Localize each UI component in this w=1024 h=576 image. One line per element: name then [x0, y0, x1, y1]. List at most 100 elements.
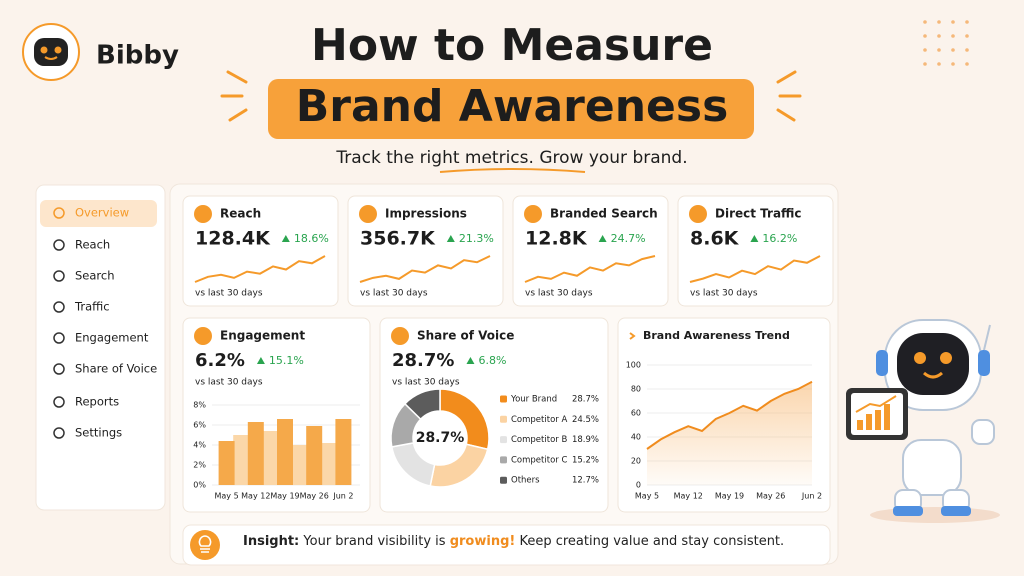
card-label: Reach — [220, 207, 261, 221]
insight-bar — [182, 524, 831, 566]
card-icon — [359, 205, 377, 223]
card-change: 24.7% — [611, 232, 646, 245]
sidebar — [35, 184, 166, 511]
card-value: 28.7% — [392, 350, 454, 371]
card-note: vs last 30 days — [525, 289, 593, 299]
card-icon — [194, 327, 212, 345]
nav-icon — [53, 301, 65, 313]
legend-swatch — [500, 476, 507, 484]
nav-item: Reports — [75, 395, 119, 409]
area — [647, 381, 812, 485]
legend-value: 18.9% — [572, 435, 599, 445]
x-tick-label: Jun 2 — [801, 492, 822, 501]
card — [379, 317, 609, 513]
subtitle: Track the right metrics. Grow your brand… — [335, 148, 687, 168]
decor-dot — [965, 48, 969, 52]
bar — [218, 441, 235, 485]
card-value: 6.2% — [195, 350, 245, 371]
donut-center: 28.7% — [416, 430, 465, 446]
legend-swatch — [500, 415, 507, 423]
title-line: How to Measure — [311, 20, 713, 71]
decor-dot — [965, 20, 969, 24]
x-tick-label: May 19 — [270, 492, 299, 501]
legend-label: Others — [511, 476, 540, 486]
nav-icon — [53, 270, 65, 282]
nav-item: Share of Voice — [75, 362, 157, 376]
card-note: vs last 30 days — [392, 378, 460, 388]
y-tick-label: 0% — [193, 481, 206, 490]
sparkline — [524, 255, 656, 283]
card-note: vs last 30 days — [690, 289, 758, 299]
decor — [220, 70, 802, 122]
x-tick-label: May 19 — [715, 492, 744, 501]
card-note: vs last 30 days — [195, 378, 263, 388]
sparkline — [689, 255, 821, 283]
nav-icon — [53, 427, 65, 439]
decor-dot — [937, 20, 941, 24]
decor-dot — [951, 62, 955, 66]
card-change: 18.6% — [294, 232, 329, 245]
card-change: 6.8% — [478, 354, 506, 367]
insight-text: Keep creating value and stay consistent. — [515, 534, 785, 549]
card-icon — [524, 205, 542, 223]
x-tick-label: May 26 — [756, 492, 785, 501]
x-tick-label: May 12 — [674, 492, 703, 501]
insight-icon — [190, 530, 220, 560]
y-tick-label: 20 — [631, 457, 641, 466]
bar — [247, 422, 264, 485]
nav-icon — [53, 363, 65, 375]
card — [182, 195, 339, 307]
up-arrow — [598, 235, 607, 242]
nav-item: Settings — [75, 426, 122, 440]
title-line: Brand Awareness — [296, 81, 729, 132]
y-tick-label: 8% — [193, 401, 206, 410]
donut-slice — [403, 388, 441, 421]
x-tick-label: Jun 2 — [332, 492, 353, 501]
card-icon — [194, 205, 212, 223]
card-label: Engagement — [220, 329, 305, 343]
line — [646, 380, 813, 450]
nav-icon — [53, 332, 65, 344]
insight-highlight: growing! — [449, 534, 516, 549]
up-arrow — [446, 235, 455, 242]
nav-item: Reach — [75, 238, 110, 252]
bar — [233, 435, 250, 485]
legend-swatch — [500, 395, 507, 403]
y-tick-label: 80 — [631, 385, 641, 394]
card-label: Branded Search — [550, 207, 658, 221]
logo — [22, 23, 80, 81]
decor-dot — [965, 62, 969, 66]
nav-icon — [53, 239, 65, 251]
nav-icon — [53, 396, 65, 408]
card-change: 15.1% — [269, 354, 304, 367]
decor-dot — [951, 20, 955, 24]
robot — [846, 319, 1000, 523]
decor-dot — [923, 20, 927, 24]
card-label: Share of Voice — [417, 329, 514, 343]
legend-swatch — [500, 456, 507, 464]
legend-value: 24.5% — [572, 415, 599, 425]
up-arrow — [281, 235, 290, 242]
legend-label: Your Brand — [510, 395, 557, 405]
active-item — [40, 200, 157, 227]
y-tick-label: 4% — [193, 441, 206, 450]
decor-dot — [937, 48, 941, 52]
decor-dot — [923, 48, 927, 52]
bar — [320, 443, 337, 485]
decor-dot — [937, 62, 941, 66]
legend-label: Competitor A — [511, 415, 567, 425]
y-tick-label: 60 — [631, 409, 641, 418]
bar — [306, 426, 323, 485]
bulb — [198, 535, 212, 553]
card-label: Direct Traffic — [715, 207, 802, 221]
decor-dot — [951, 34, 955, 38]
nav-item: Engagement — [75, 331, 149, 345]
nav-item: Search — [75, 269, 115, 283]
legend-label: Competitor C — [511, 455, 567, 465]
card-icon — [689, 205, 707, 223]
up-arrow — [750, 235, 759, 242]
card-value: 128.4K — [195, 228, 271, 250]
insight-label: Insight: — [243, 534, 300, 549]
